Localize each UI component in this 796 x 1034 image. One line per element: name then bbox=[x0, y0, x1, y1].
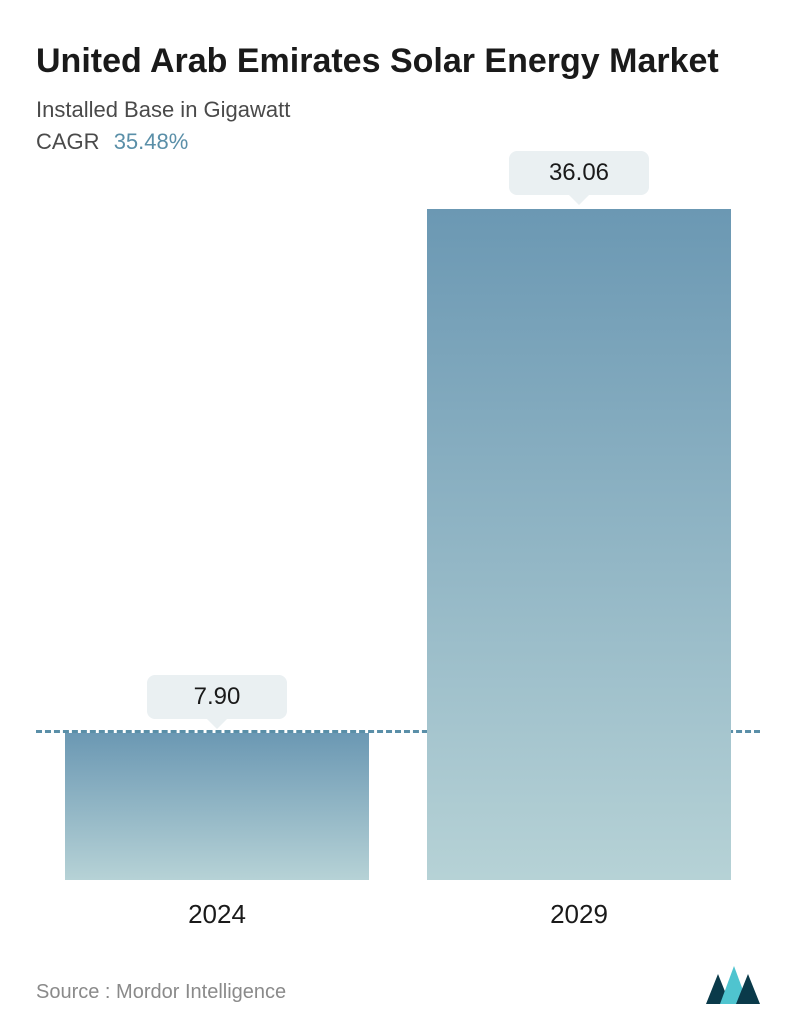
plot-region: 7.90 36.06 bbox=[36, 173, 760, 881]
brand-logo-icon bbox=[706, 966, 760, 1004]
cagr-label: CAGR bbox=[36, 129, 100, 154]
bar-value-label: 7.90 bbox=[147, 675, 287, 719]
x-axis-label: 2029 bbox=[427, 899, 731, 930]
x-axis-labels: 2024 2029 bbox=[36, 899, 760, 930]
bars-container: 7.90 36.06 bbox=[36, 173, 760, 881]
chart-subtitle: Installed Base in Gigawatt bbox=[36, 97, 760, 123]
cagr-value: 35.48% bbox=[114, 129, 189, 154]
source-name: Mordor Intelligence bbox=[116, 981, 286, 1003]
bar bbox=[427, 209, 731, 880]
bar-group: 36.06 bbox=[427, 173, 731, 881]
bar-group: 7.90 bbox=[65, 173, 369, 881]
source-attribution: Source : Mordor Intelligence bbox=[36, 981, 286, 1004]
chart-title: United Arab Emirates Solar Energy Market bbox=[36, 40, 760, 83]
bar bbox=[65, 733, 369, 880]
bar-value-label: 36.06 bbox=[509, 151, 649, 195]
cagr-row: CAGR 35.48% bbox=[36, 129, 760, 155]
chart-header: United Arab Emirates Solar Energy Market… bbox=[36, 40, 760, 155]
x-axis-label: 2024 bbox=[65, 899, 369, 930]
chart-area: 7.90 36.06 2024 2029 bbox=[36, 173, 760, 961]
source-label: Source : bbox=[36, 981, 110, 1003]
chart-footer: Source : Mordor Intelligence bbox=[36, 966, 760, 1004]
